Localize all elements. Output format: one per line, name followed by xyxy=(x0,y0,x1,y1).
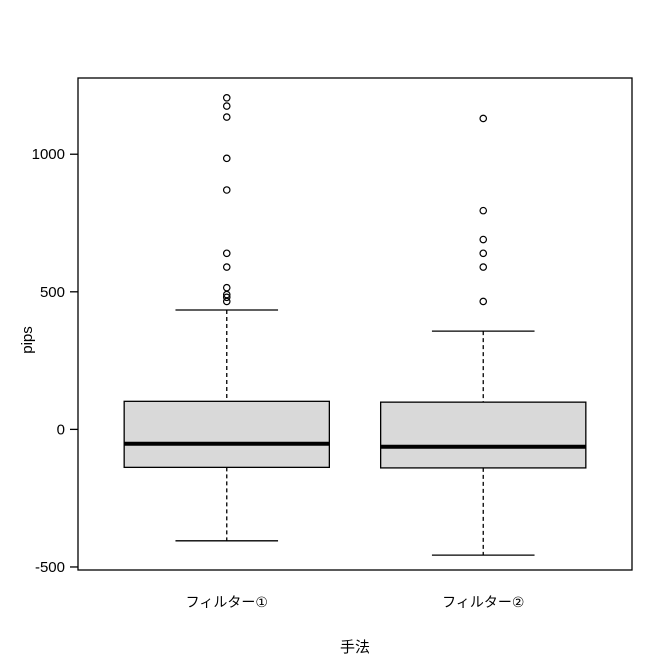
outlier-point xyxy=(222,186,231,194)
outlier-point xyxy=(479,235,488,244)
plot-border xyxy=(77,77,633,571)
iqr-box-2 xyxy=(379,401,587,469)
y-axis-title: pips xyxy=(19,326,36,354)
iqr-box-1 xyxy=(123,400,331,469)
outlier-point xyxy=(479,263,488,271)
outlier-point xyxy=(222,293,231,302)
y-tick-label: 0 xyxy=(57,421,65,438)
outlier-point xyxy=(479,114,488,123)
outlier-point xyxy=(222,102,231,110)
outlier-point xyxy=(222,283,231,292)
x-category-label-2: フィルター② xyxy=(442,594,524,610)
outlier-point xyxy=(479,297,488,306)
outlier-point xyxy=(479,249,488,258)
outlier-point xyxy=(222,249,231,258)
y-tick-label: 1000 xyxy=(32,146,65,163)
outlier-point xyxy=(222,263,231,271)
outlier-point xyxy=(222,113,231,121)
outlier-point xyxy=(222,94,231,102)
outlier-point xyxy=(479,206,488,215)
x-axis-title: 手法 xyxy=(340,639,370,656)
outlier-point xyxy=(222,154,231,163)
y-tick-label: -500 xyxy=(35,559,65,576)
y-tick-label: 500 xyxy=(40,284,65,301)
x-category-label-1: フィルター① xyxy=(186,594,268,610)
